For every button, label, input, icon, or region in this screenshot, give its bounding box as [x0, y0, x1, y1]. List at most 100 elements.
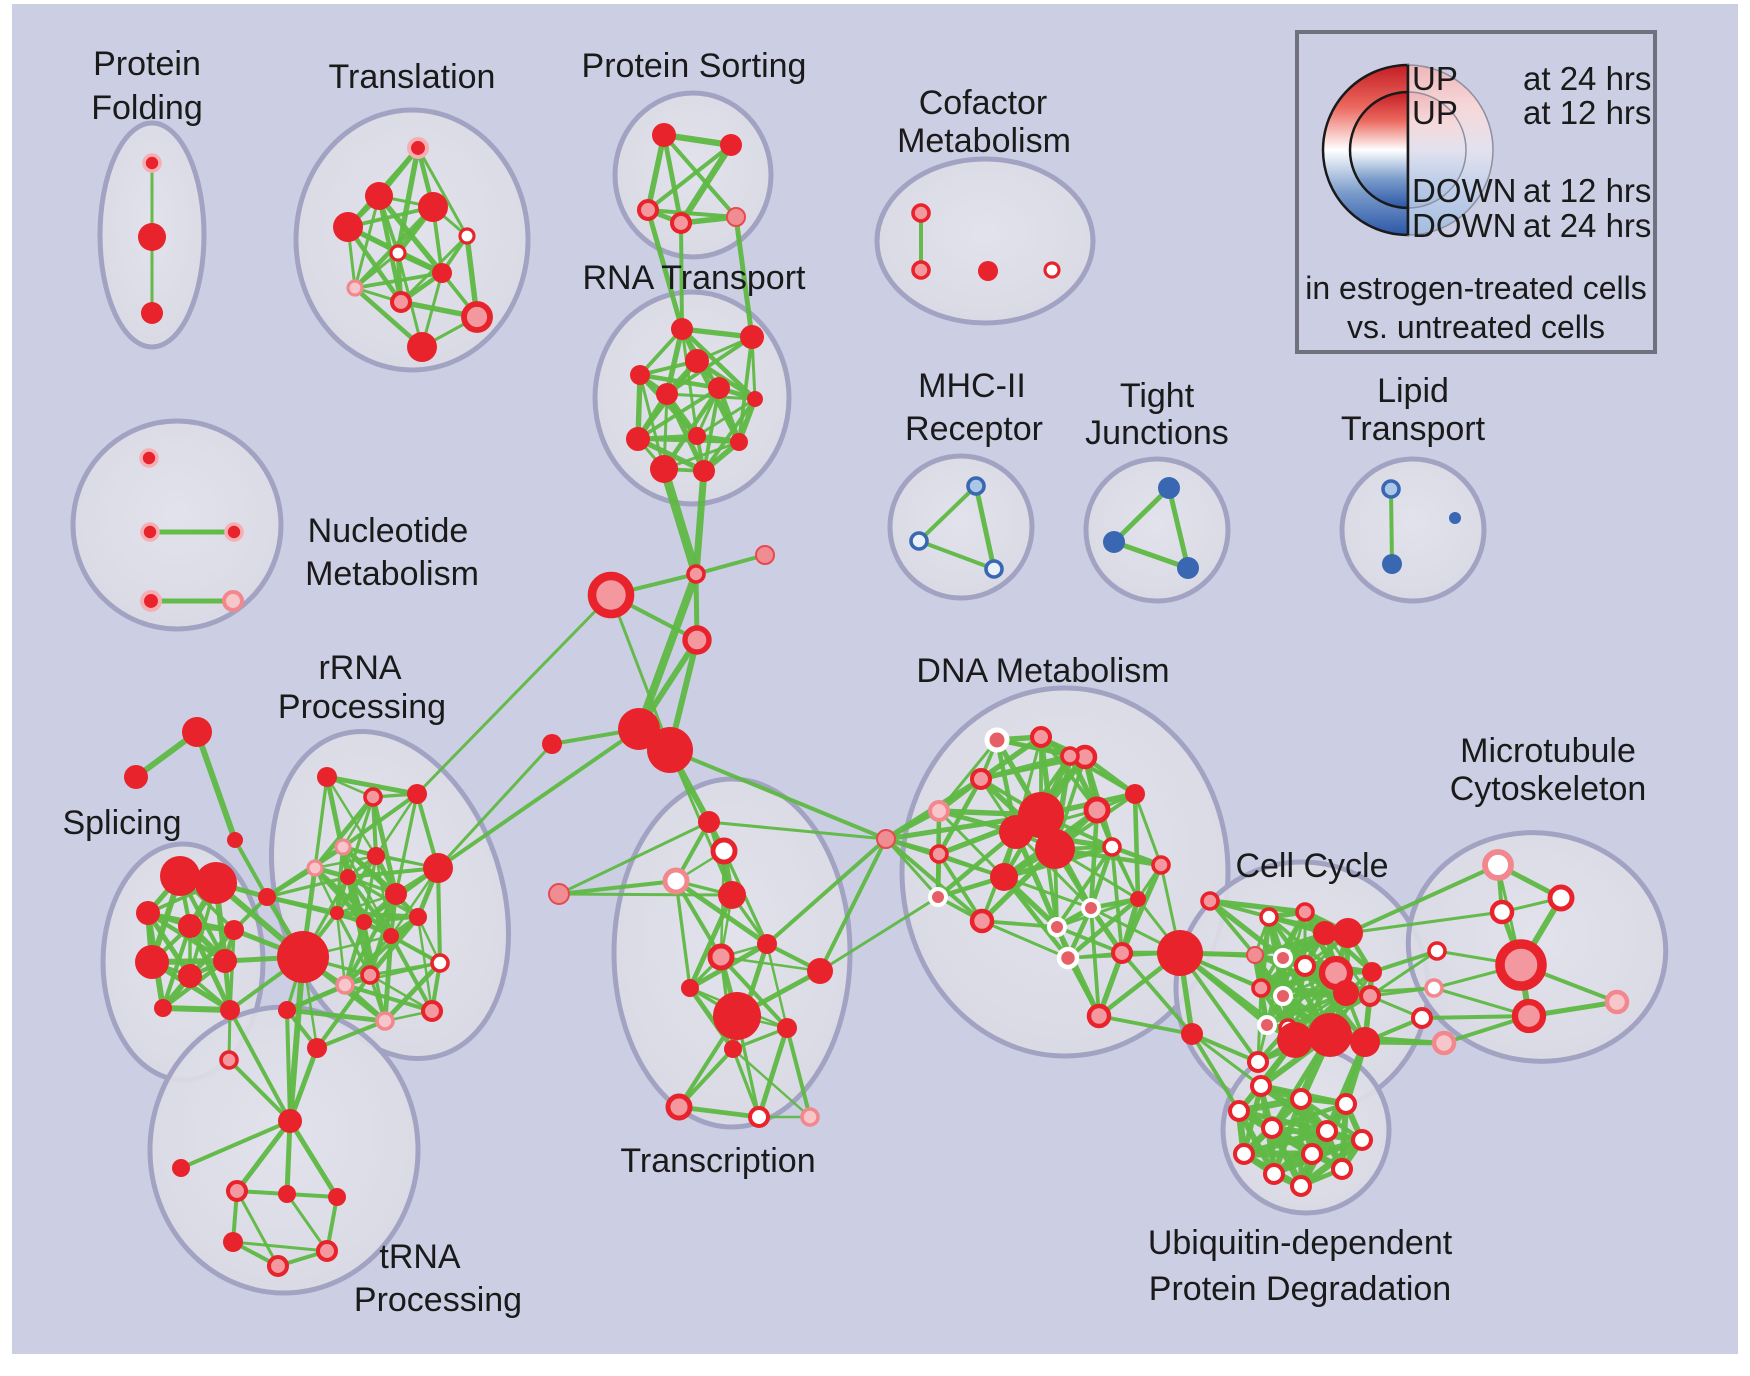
gene-node-protein-sorting-3	[669, 211, 693, 235]
interaction-edge	[382, 960, 443, 1024]
interaction-edge	[1120, 951, 1194, 1036]
gene-node-rrna-processing-0	[277, 931, 329, 983]
interaction-edge	[665, 392, 757, 401]
interaction-edge	[394, 792, 419, 896]
gene-node-trna-processing-4	[328, 1188, 346, 1206]
gene-node-translation-10	[407, 332, 437, 362]
interaction-edge	[334, 910, 421, 920]
interaction-edge	[980, 919, 1070, 960]
legend-time-12dn: at 12 hrs	[1523, 172, 1651, 209]
interaction-edge	[1346, 910, 1504, 935]
interaction-edge	[973, 483, 997, 572]
interaction-edge	[687, 985, 736, 1052]
interaction-edge	[415, 593, 613, 796]
interaction-edge	[765, 942, 789, 1030]
legend-dir-down-12: DOWN	[1412, 172, 1516, 209]
interaction-edge	[284, 1007, 388, 1024]
cluster-label-trna-2: Processing	[354, 1281, 522, 1319]
gene-node-dna-metabolism-7	[876, 829, 896, 849]
gene-node-translation-0	[406, 136, 430, 160]
gene-node-transcription-0	[698, 811, 720, 833]
gene-node-dna-metabolism-21	[1110, 941, 1134, 965]
gene-node-ubiquitin-degradation-7	[1232, 1142, 1256, 1166]
gene-node-rna-transport-11	[693, 460, 715, 482]
cluster-label-cofactor-2: Metabolism	[897, 122, 1071, 160]
interaction-edge	[978, 753, 1073, 782]
gene-node-mhc-ii-receptor-1	[909, 531, 929, 551]
gene-node-microtubule-cytoskeleton-7	[1511, 998, 1547, 1034]
interaction-edge	[784, 1025, 813, 1120]
legend-caption-line1: in estrogen-treated cells	[1305, 270, 1647, 306]
gene-node-rrna-processing-10	[330, 906, 344, 920]
gene-node-cofactor-metabolism-0	[911, 203, 931, 223]
interaction-edge	[374, 792, 419, 858]
interaction-edge	[818, 895, 940, 973]
gene-node-protein-sorting-4	[726, 207, 746, 227]
cluster-label-mhc-1: MHC-II	[918, 367, 1026, 405]
interaction-edge	[645, 132, 667, 213]
gene-node-rrna-processing-19	[278, 1001, 296, 1019]
cluster-label-ubiquitin-2: Protein Degradation	[1149, 1270, 1451, 1308]
gene-node-tight-junctions-2	[1177, 557, 1199, 579]
gene-node-cell-cycle-6	[1293, 954, 1317, 978]
gene-node-dna-metabolism-1	[1029, 725, 1053, 749]
legend-dial-inner-left	[1348, 90, 1410, 210]
gene-node-trna-processing-0	[278, 1109, 302, 1133]
gene-node-trna-processing-5	[223, 1232, 243, 1252]
cluster-label-nucleotide-1: Nucleotide	[308, 512, 469, 550]
interaction-edge	[1088, 807, 1100, 911]
interaction-edge	[194, 729, 238, 843]
cluster-label-translation: Translation	[329, 58, 496, 96]
gene-node-cell-cycle-0	[1259, 907, 1279, 927]
gene-node-rrna-processing-15	[360, 965, 380, 985]
interaction-edge	[609, 593, 672, 752]
interaction-edge	[1389, 487, 1394, 566]
interaction-edge	[1166, 485, 1191, 571]
gene-node-transcription-13	[747, 1105, 771, 1129]
interaction-edge	[1001, 874, 1071, 961]
gene-node-dna-metabolism-5	[1083, 796, 1111, 824]
cluster-label-microtubule-1: Microtubule	[1460, 732, 1636, 770]
gene-node-central-backbone-2	[587, 571, 635, 619]
interaction-edge	[1133, 792, 1163, 867]
gene-node-splicing-9	[154, 999, 172, 1017]
gene-node-rna-transport-5	[656, 383, 678, 405]
gene-node-tight-junctions-0	[1158, 477, 1180, 499]
interaction-edge	[340, 791, 420, 850]
gene-node-transcription-12	[665, 1093, 693, 1121]
gene-node-transcription-3	[718, 881, 746, 909]
interaction-edge	[1324, 1039, 1368, 1134]
gene-node-dna-metabolism-13	[1102, 837, 1122, 857]
interaction-edge	[1420, 1014, 1531, 1020]
gene-node-cell-cycle-1	[1295, 902, 1315, 922]
interaction-edge	[1240, 1127, 1331, 1158]
gene-node-central-backbone-6	[647, 727, 693, 773]
gene-node-rrna-processing-3	[407, 784, 427, 804]
interaction-edge	[1111, 539, 1191, 571]
gene-node-rrna-processing-17	[375, 1011, 395, 1031]
interaction-edge	[353, 194, 381, 290]
gene-node-dna-metabolism-10	[999, 815, 1033, 849]
gene-node-rrna-processing-4	[334, 838, 352, 856]
gene-node-dna-metabolism-4	[927, 799, 951, 823]
gene-node-cell-cycle-8	[1362, 962, 1382, 982]
cluster-nucleotide-metabolism-ellipse	[70, 418, 284, 632]
interaction-edge	[687, 892, 735, 991]
gene-node-dna-metabolism-8	[929, 844, 949, 864]
gene-node-transcription-9	[713, 992, 761, 1040]
gene-node-rna-transport-6	[747, 391, 763, 407]
gene-node-rrna-processing-6	[367, 847, 385, 865]
gene-node-rna-transport-8	[688, 427, 706, 445]
gene-node-ubiquitin-degradation-9	[1289, 1174, 1313, 1198]
interaction-edge	[1002, 875, 1093, 910]
gene-node-dna-metabolism-22	[1056, 946, 1080, 970]
gene-node-rna-transport-7	[626, 427, 650, 451]
cluster-label-lipid-1: Lipid	[1377, 372, 1449, 410]
interaction-edge	[342, 891, 399, 988]
interaction-edge	[416, 146, 469, 238]
interaction-edge	[234, 1118, 293, 1194]
cluster-label-mhc-2: Receptor	[905, 410, 1043, 448]
interaction-edge	[285, 1008, 292, 1123]
gene-node-dna-metabolism-12	[990, 863, 1018, 891]
interaction-edge	[1207, 898, 1308, 915]
